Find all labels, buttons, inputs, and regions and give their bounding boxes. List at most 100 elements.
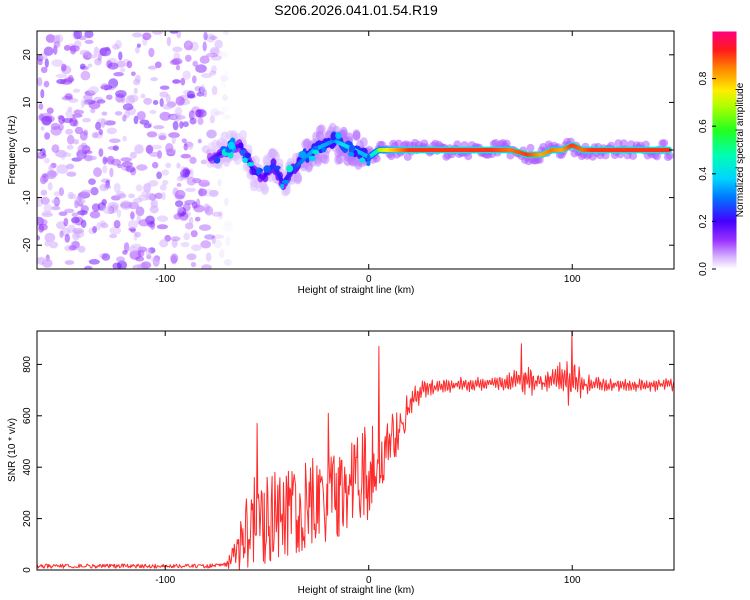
ridge-blob — [286, 164, 294, 173]
noise-blob — [166, 149, 177, 155]
ridge-halo — [352, 129, 361, 140]
noise-blob — [211, 211, 222, 217]
noise-blob — [176, 31, 182, 39]
noise-blob — [205, 33, 216, 43]
noise-blob — [154, 192, 163, 199]
noise-blob — [159, 239, 169, 248]
noise-blob — [133, 115, 139, 125]
noise-blob — [209, 189, 219, 197]
noise-blob — [182, 167, 190, 178]
ridge-halo — [526, 143, 535, 152]
ridge-blob — [312, 149, 320, 155]
noise-blob — [127, 219, 139, 230]
noise-blob — [159, 85, 170, 90]
noise-blob — [43, 46, 54, 56]
ridge-halo — [336, 154, 344, 165]
y-tick-label: 0 — [22, 147, 33, 153]
noise-blob — [53, 40, 61, 48]
noise-blob — [183, 143, 189, 151]
noise-blob — [88, 86, 99, 94]
noise-blob — [224, 70, 229, 75]
noise-blob — [203, 31, 208, 41]
noise-blob — [64, 233, 71, 243]
noise-blob — [143, 97, 153, 105]
noise-blob — [63, 217, 69, 227]
noise-blob — [71, 212, 79, 217]
noise-blob — [159, 111, 171, 121]
noise-blob — [213, 234, 225, 239]
noise-blob — [165, 162, 172, 169]
ridge-blob — [281, 179, 290, 184]
noise-blob — [138, 219, 151, 227]
noise-blob — [37, 77, 43, 87]
noise-blob — [98, 129, 104, 136]
noise-blob — [198, 182, 211, 187]
noise-blob — [93, 46, 99, 56]
noise-blob — [175, 64, 181, 71]
ridge-blob — [256, 167, 261, 176]
noise-blob — [74, 200, 79, 209]
noise-blob — [77, 210, 88, 216]
y-tick-label: 0 — [22, 567, 33, 573]
noise-blob — [41, 210, 52, 216]
noise-blob — [225, 236, 231, 247]
noise-blob — [117, 260, 127, 269]
noise-blob — [58, 115, 65, 125]
noise-blob — [90, 187, 99, 196]
noise-blob — [153, 125, 165, 130]
noise-blob — [137, 246, 148, 253]
noise-blob — [93, 167, 102, 178]
ridge-blob — [280, 183, 285, 190]
noise-blob — [176, 162, 181, 169]
ridge-blob — [242, 157, 248, 163]
noise-blob — [120, 202, 132, 209]
noise-blob — [209, 46, 220, 55]
noise-blob — [58, 123, 64, 131]
noise-blob — [51, 198, 61, 205]
noise-blob — [162, 179, 169, 186]
colorbar-tick-label: 0.0 — [698, 262, 709, 276]
noise-blob — [77, 245, 86, 253]
noise-blob — [101, 253, 111, 261]
noise-blob — [77, 155, 85, 160]
noise-blob — [159, 98, 164, 107]
noise-blob — [91, 203, 101, 212]
noise-blob — [133, 78, 141, 86]
noise-blob — [72, 227, 85, 234]
noise-blob — [158, 135, 167, 141]
noise-blob — [102, 165, 108, 174]
noise-blob — [148, 180, 159, 187]
noise-blob — [166, 36, 172, 47]
y-tick-label: -10 — [22, 190, 33, 205]
noise-blob — [112, 43, 120, 50]
noise-blob — [185, 54, 192, 62]
ridge-blob — [366, 154, 371, 161]
noise-blob — [170, 253, 179, 264]
ridge-blob — [298, 151, 307, 159]
noise-blob — [106, 155, 115, 165]
noise-blob — [100, 83, 109, 90]
noise-blob — [48, 165, 54, 171]
noise-blob — [146, 247, 152, 258]
colorbar-tick-label: 0.2 — [698, 214, 709, 228]
ridge-halo — [453, 140, 462, 149]
noise-blob — [119, 67, 126, 73]
noise-blob — [121, 161, 133, 168]
snr-series — [37, 331, 674, 570]
noise-blob — [206, 129, 217, 139]
snr-x-axis: -100 0 100 — [155, 331, 581, 586]
noise-blob — [221, 79, 227, 89]
noise-blob — [223, 219, 232, 226]
noise-blob — [72, 88, 81, 93]
noise-blob — [205, 252, 212, 262]
noise-blob — [43, 203, 52, 213]
ridge-blob — [313, 145, 319, 152]
noise-blob — [171, 58, 183, 65]
noise-blob — [189, 117, 197, 125]
noise-blob — [74, 126, 84, 135]
noise-blob — [120, 157, 132, 162]
noise-blob — [80, 70, 91, 81]
noise-blob — [116, 209, 122, 218]
noise-blob — [92, 225, 97, 234]
